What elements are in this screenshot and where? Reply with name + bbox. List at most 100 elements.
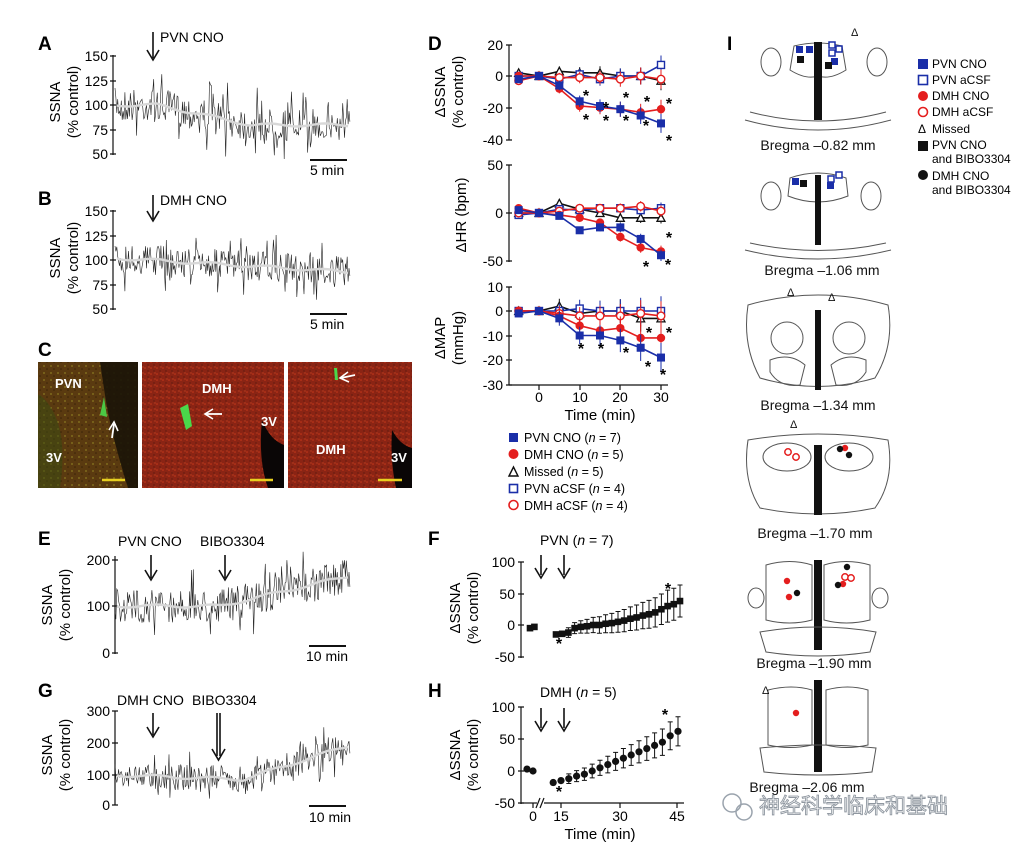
watermark: 神经科学临床和基础	[722, 793, 948, 821]
i-section-label: Bregma –1.90 mm	[756, 655, 871, 671]
significance-star: *	[662, 707, 669, 724]
data-point	[575, 321, 584, 330]
data-point	[575, 97, 584, 106]
svg-text:and BIBO3304: and BIBO3304	[932, 152, 1011, 166]
a-ylabel-2: (% control)	[65, 66, 82, 139]
a-ssna-trace	[114, 74, 351, 160]
panel-c-image-dmh-2: DMH 3V	[288, 362, 412, 488]
svg-text:Δ: Δ	[790, 419, 798, 431]
panel-letter-g: G	[38, 681, 53, 702]
f-ylabel-1: ΔSSNA	[447, 583, 464, 634]
d-xtick: 0	[535, 389, 543, 405]
a-ylabel-1: SSNA	[47, 82, 64, 123]
data-point	[657, 119, 665, 128]
d-hr-ytick: -50	[483, 253, 503, 269]
d-hr-ytick: 0	[495, 205, 503, 221]
f-title: PVN (	[540, 532, 578, 548]
significance-star: *	[645, 359, 652, 376]
data-point	[636, 71, 646, 81]
data-point	[627, 615, 634, 622]
data-point	[571, 624, 578, 632]
svg-text:PVN aCSF: PVN aCSF	[932, 73, 991, 87]
smoothed-trace	[116, 745, 349, 782]
panel-f: ΔSSNA (% control) 100 50 0 -50 PVN (n = …	[447, 532, 684, 665]
svg-text:DMH CNO (n = 5): DMH CNO (n = 5)	[524, 448, 624, 462]
f-ytick: 0	[507, 617, 515, 633]
d-legend: PVN CNO (n = 7) DMH CNO (n = 5) Missed (…	[507, 431, 628, 513]
data-point	[655, 212, 667, 222]
svg-text:PVN aCSF (n = 4): PVN aCSF (n = 4)	[524, 482, 625, 496]
b-ylabel-2: (% control)	[65, 222, 82, 295]
significance-star: *	[665, 581, 672, 598]
f-ytick: -50	[495, 649, 515, 665]
significance-star: *	[583, 112, 590, 129]
data-point	[595, 203, 605, 213]
series-line	[518, 75, 662, 114]
data-point	[616, 232, 625, 242]
e-ytick: 100	[87, 598, 111, 614]
b-ylabel-1: SSNA	[47, 238, 64, 279]
svg-text:Δ: Δ	[787, 287, 795, 299]
significance-star: *	[598, 341, 605, 358]
i-section-label: Bregma –0.82 mm	[760, 137, 875, 153]
data-point	[549, 778, 557, 787]
a-arrow-label: PVN CNO	[160, 29, 224, 45]
h-ytick: -50	[495, 795, 515, 811]
b-ytick: 100	[85, 252, 109, 268]
data-point	[575, 213, 584, 222]
data-point	[608, 619, 616, 627]
f-ytick: 100	[492, 554, 516, 570]
g-ytick: 300	[87, 703, 111, 719]
g-ytick: 200	[87, 735, 111, 751]
data-point	[616, 323, 625, 333]
svg-text:Missed: Missed	[932, 122, 970, 136]
data-point	[514, 309, 523, 318]
data-point	[529, 767, 537, 775]
significance-star: *	[666, 230, 673, 247]
e-arrow-label-2: BIBO3304	[200, 533, 265, 549]
data-point	[636, 308, 646, 318]
data-point	[589, 621, 597, 629]
svg-text:PVN CNO: PVN CNO	[932, 57, 987, 71]
d-xtick: 10	[572, 389, 588, 405]
data-point	[676, 597, 684, 605]
d-ssna-ytick: 20	[487, 37, 503, 53]
d-hr-ytick: 50	[487, 157, 503, 173]
c-label-dmh: DMH	[202, 381, 232, 396]
h-xtick: 0	[529, 808, 537, 824]
b-ytick: 50	[92, 301, 108, 317]
significance-star: *	[603, 113, 610, 130]
b-scalebar: 5 min	[310, 316, 344, 332]
data-point	[514, 75, 523, 84]
h-xtick: 30	[612, 808, 628, 824]
data-point	[535, 72, 543, 80]
data-point	[612, 757, 620, 766]
significance-star: *	[646, 325, 653, 342]
data-point	[619, 754, 628, 762]
h-ylabel-1: ΔSSNA	[447, 730, 464, 781]
data-point	[656, 60, 666, 70]
i-section-1: Δ Bregma –0.82 mm	[744, 27, 892, 153]
data-point	[554, 73, 564, 83]
data-point	[666, 732, 674, 740]
e-ylabel-2: (% control)	[57, 569, 74, 642]
significance-star: *	[666, 96, 673, 113]
panel-c-image-pvn: PVN 3V	[38, 362, 138, 488]
data-point	[565, 775, 573, 783]
data-point	[636, 201, 646, 211]
a-scalebar: 5 min	[310, 162, 344, 178]
significance-star: *	[623, 345, 630, 362]
svg-text:PVN (n = 7): PVN (n = 7)	[540, 532, 614, 548]
i-section-label: Bregma –2.06 mm	[749, 779, 864, 795]
significance-star: *	[623, 90, 630, 107]
b-ytick: 75	[92, 277, 108, 293]
data-point	[552, 631, 560, 638]
data-point	[664, 602, 671, 610]
data-point	[645, 610, 653, 618]
raw-trace	[114, 727, 351, 799]
i-section-label: Bregma –1.06 mm	[764, 262, 879, 278]
panel-i: Δ Bregma –0.82 mm Bregma –1.06 mm Δ	[744, 27, 892, 795]
data-point	[636, 111, 645, 120]
data-point	[555, 211, 564, 220]
data-point	[635, 748, 643, 756]
